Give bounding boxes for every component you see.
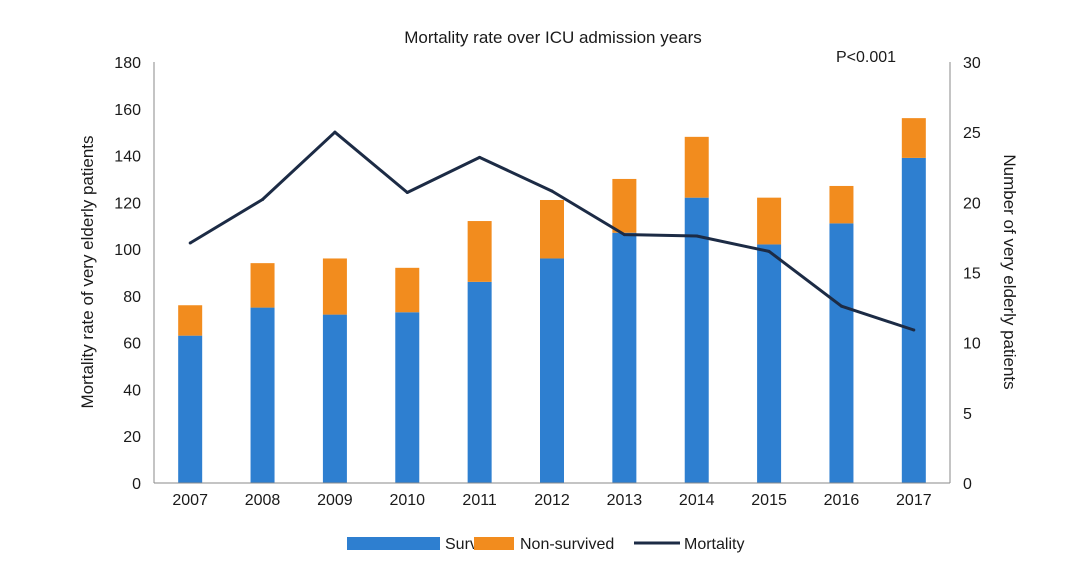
y-left-tick-label: 140 [114, 149, 141, 166]
y-right-tick-label: 30 [963, 55, 981, 72]
mortality-point-2012 [550, 189, 554, 193]
x-tick-label-2014: 2014 [679, 492, 715, 509]
mortality-point-2010 [405, 191, 409, 195]
legend-mortality-label: Mortality [684, 536, 744, 553]
bar-non-survived-2010 [395, 267, 420, 313]
bar-non-survived-2011 [467, 221, 492, 282]
mortality-point-2008 [261, 198, 265, 202]
y-left-tick-label: 100 [114, 242, 141, 259]
bar-non-survived-2007 [178, 305, 203, 336]
x-tick-label-2012: 2012 [534, 492, 570, 509]
bar-survived-2017 [901, 157, 926, 483]
bar-survived-2015 [757, 244, 782, 483]
x-tick-label-2010: 2010 [389, 492, 425, 509]
bar-survived-2010 [395, 312, 420, 483]
bar-survived-2009 [322, 314, 347, 483]
bar-survived-2007 [178, 335, 203, 483]
bar-survived-2008 [250, 307, 275, 483]
y-left-tick-label: 80 [123, 289, 141, 306]
mortality-point-2016 [839, 304, 843, 308]
x-tick-label-2017: 2017 [896, 492, 932, 509]
mortality-point-2017 [912, 328, 916, 332]
bar-non-survived-2017 [901, 118, 926, 158]
tick-labels-group: 0 20 40 60 80 100 120 140 160 180 0 5 10 15 20 25 30 2007… [114, 55, 981, 509]
mortality-point-2009 [333, 130, 337, 134]
legend-non-survived-swatch [474, 537, 514, 550]
y-right-tick-label: 0 [963, 476, 972, 493]
bar-survived-2011 [467, 281, 492, 483]
chart-title: Mortality rate over ICU admission years [404, 28, 702, 47]
mortality-point-2007 [188, 241, 192, 245]
x-tick-label-2016: 2016 [824, 492, 860, 509]
y-left-tick-label: 160 [114, 102, 141, 119]
x-tick-label-2009: 2009 [317, 492, 353, 509]
legend: Survived Non-survived Mortality [347, 536, 744, 553]
mortality-point-2015 [767, 249, 771, 253]
x-tick-label-2011: 2011 [462, 492, 497, 509]
y-left-tick-label: 20 [123, 429, 141, 446]
mortality-line-group [188, 130, 916, 332]
x-tick-label-2007: 2007 [172, 492, 208, 509]
mortality-point-2011 [478, 155, 482, 159]
y-right-tick-label: 20 [963, 195, 981, 212]
y-right-tick-label: 25 [963, 125, 981, 142]
mortality-point-2013 [622, 233, 626, 237]
p-value-annotation: P<0.001 [836, 49, 896, 66]
y-left-tick-label: 120 [114, 195, 141, 212]
bar-survived-2016 [829, 223, 854, 483]
y-axis-left-label: Mortality rate of very elderly patients [78, 135, 97, 408]
bar-non-survived-2013 [612, 178, 637, 233]
x-tick-label-2015: 2015 [751, 492, 787, 509]
y-right-tick-label: 15 [963, 266, 981, 283]
y-left-tick-label: 60 [123, 336, 141, 353]
y-left-tick-label: 40 [123, 382, 141, 399]
legend-non-survived-label: Non-survived [520, 536, 614, 553]
y-right-tick-label: 10 [963, 336, 981, 353]
axes-group [153, 62, 951, 484]
bar-survived-2012 [540, 258, 564, 483]
bar-survived-2014 [684, 197, 709, 483]
y-left-tick-label: 180 [114, 55, 141, 72]
mortality-point-2014 [695, 234, 699, 238]
bar-non-survived-2016 [829, 185, 854, 224]
bar-non-survived-2012 [540, 199, 564, 259]
bars-group [178, 118, 926, 483]
bar-survived-2013 [612, 232, 637, 483]
legend-survived-swatch [347, 537, 440, 550]
bar-non-survived-2009 [322, 258, 347, 315]
y-left-tick-label: 0 [132, 476, 141, 493]
y-axis-right-label: Number of very elderly patients [1000, 154, 1019, 389]
x-tick-label-2013: 2013 [607, 492, 643, 509]
bar-non-survived-2014 [684, 136, 709, 198]
bar-non-survived-2015 [757, 197, 782, 245]
x-tick-label-2008: 2008 [245, 492, 281, 509]
bar-non-survived-2008 [250, 263, 275, 308]
y-right-tick-label: 5 [963, 406, 972, 423]
